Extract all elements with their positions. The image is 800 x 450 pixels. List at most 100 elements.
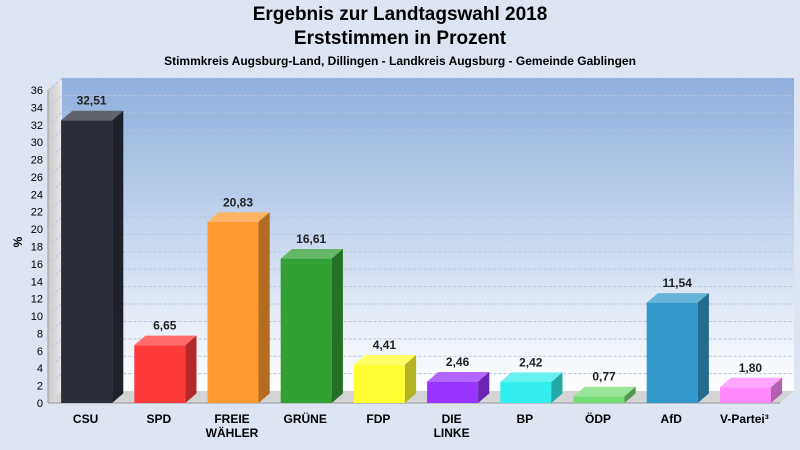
x-category-label: LINKE xyxy=(434,426,470,440)
bar-top xyxy=(61,110,124,121)
bar-front xyxy=(719,387,771,403)
y-tick-label: 32 xyxy=(31,120,43,132)
y-tick-label: 36 xyxy=(31,85,43,97)
bar-side xyxy=(551,372,563,403)
y-tick-label: 34 xyxy=(31,102,43,114)
grid-line xyxy=(47,129,794,143)
bar xyxy=(573,386,636,403)
bar-top xyxy=(500,372,563,382)
bar xyxy=(61,110,124,403)
bar xyxy=(427,372,490,403)
bar-top xyxy=(280,248,343,259)
bar xyxy=(719,377,783,403)
y-tick-label: 10 xyxy=(31,311,43,323)
grid-line xyxy=(47,164,794,178)
x-category-label: BP xyxy=(516,412,533,426)
bar-front xyxy=(207,221,259,403)
y-tick-label: 0 xyxy=(37,398,43,410)
bar-value-label: 2,46 xyxy=(446,355,470,369)
bar-side xyxy=(331,248,343,403)
grid-line xyxy=(47,94,794,108)
grid-line xyxy=(47,286,794,300)
bar-top xyxy=(646,293,709,303)
bar-front xyxy=(61,120,113,403)
y-tick-label: 2 xyxy=(37,381,43,393)
bar xyxy=(353,355,417,403)
x-category-label: AfD xyxy=(661,412,683,426)
grid-line xyxy=(47,320,794,334)
y-tick-label: 12 xyxy=(31,294,43,306)
y-tick-label: 14 xyxy=(31,276,43,288)
chart-subtitle: Erststimmen in Prozent xyxy=(293,28,507,49)
bar-front xyxy=(427,381,479,403)
bar-front xyxy=(134,345,186,403)
y-tick-label: 8 xyxy=(37,328,43,340)
x-category-label: CSU xyxy=(73,412,98,426)
y-axis-label: % xyxy=(11,236,25,247)
bar-top xyxy=(353,355,417,365)
grid-line xyxy=(47,112,794,126)
grid-line xyxy=(47,355,794,369)
y-tick-label: 16 xyxy=(31,259,43,271)
bar-value-label: 0,77 xyxy=(592,370,616,384)
y-tick-label: 4 xyxy=(37,363,43,375)
bar-front xyxy=(646,302,698,403)
x-category-label: GRÜNE xyxy=(284,411,327,426)
x-category-label: FREIE xyxy=(214,412,249,426)
y-tick-label: 28 xyxy=(31,155,43,167)
bar-front xyxy=(280,258,332,403)
bar-value-label: 6,65 xyxy=(153,319,177,333)
bar-front xyxy=(353,364,405,403)
grid-line xyxy=(47,216,794,230)
y-tick-label: 22 xyxy=(31,207,43,219)
grid-line xyxy=(47,268,794,282)
grid-line xyxy=(47,147,794,160)
x-category-label: FDP xyxy=(366,412,390,426)
bar-value-label: 11,54 xyxy=(663,276,693,290)
x-category-label: SPD xyxy=(146,412,171,426)
y-tick-label: 24 xyxy=(31,189,43,201)
bar-top xyxy=(719,377,783,388)
bar-side xyxy=(624,386,636,403)
bar-side xyxy=(185,335,197,403)
bar xyxy=(646,293,709,403)
bar-side xyxy=(112,110,124,403)
x-category-label: V-Partei³ xyxy=(720,412,769,426)
grid-line xyxy=(47,199,794,213)
bar-value-label: 20,83 xyxy=(223,195,253,209)
y-tick-label: 6 xyxy=(37,346,43,358)
bar xyxy=(280,248,343,403)
bar-side xyxy=(478,372,490,403)
bar-value-label: 2,42 xyxy=(519,355,543,369)
bar xyxy=(134,335,197,403)
chart-region-subtitle: Stimmkreis Augsburg-Land, Dillingen - La… xyxy=(164,54,636,68)
bar-top xyxy=(427,372,490,382)
y-tick-label: 20 xyxy=(31,224,43,236)
bar-side xyxy=(404,355,417,403)
y-tick-label: 26 xyxy=(31,172,43,184)
chart-title: Ergebnis zur Landtagswahl 2018 xyxy=(252,4,548,25)
plot-side-wall xyxy=(48,78,62,403)
bar-side xyxy=(258,212,270,403)
bar-value-label: 32,51 xyxy=(77,94,107,108)
bar-top xyxy=(573,386,636,397)
x-category-label: WÄHLER xyxy=(206,425,259,440)
x-category-label: ÖDP xyxy=(585,411,611,426)
bar-value-label: 16,61 xyxy=(296,232,326,246)
bar-value-label: 4,41 xyxy=(373,338,397,352)
grid-line xyxy=(47,338,794,352)
bar-value-label: 1,80 xyxy=(739,361,763,375)
grid-line xyxy=(47,303,794,317)
grid-line xyxy=(47,77,794,91)
bar xyxy=(207,212,270,403)
y-tick-label: 30 xyxy=(31,137,43,149)
bar-top xyxy=(134,335,197,346)
bar-top xyxy=(207,212,270,222)
bar-side xyxy=(697,293,709,403)
y-tick-label: 18 xyxy=(31,242,43,254)
grid-line xyxy=(47,251,794,265)
grid-line xyxy=(47,234,794,247)
x-category-label: DIE xyxy=(442,412,462,426)
grid-line xyxy=(47,181,794,195)
